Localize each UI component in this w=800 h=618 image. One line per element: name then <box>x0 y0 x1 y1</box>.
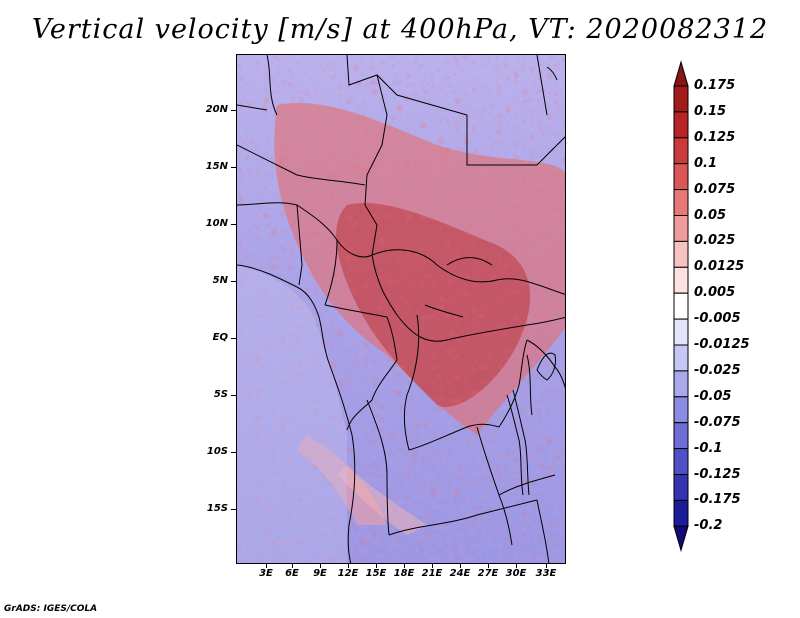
velocity-field <box>237 55 565 563</box>
colorbar-label: 0.025 <box>694 233 736 249</box>
map-panel <box>236 54 566 564</box>
colorbar-label: -0.075 <box>694 414 741 430</box>
colorbar-label: -0.125 <box>694 466 741 482</box>
colorbar-swatch <box>673 474 689 501</box>
colorbar <box>673 60 689 553</box>
lat-tick <box>231 281 236 282</box>
lat-label-5n: 5N <box>212 275 228 286</box>
colorbar-label: -0.1 <box>694 440 723 456</box>
lon-tick <box>404 563 405 568</box>
colorbar-label: 0.125 <box>694 129 736 145</box>
colorbar-swatch <box>673 499 689 527</box>
lon-tick <box>460 563 461 568</box>
lon-tick <box>432 563 433 568</box>
lon-label-12e: 12E <box>337 568 359 579</box>
colorbar-swatch <box>673 396 689 424</box>
lat-label-20n: 20N <box>205 104 228 115</box>
lat-tick <box>231 167 236 168</box>
colorbar-swatch <box>673 292 689 320</box>
lat-tick <box>231 338 236 339</box>
lat-tick <box>231 110 236 111</box>
colorbar-swatch <box>673 448 689 476</box>
colorbar-bottom-arrow <box>673 525 689 553</box>
lon-label-15e: 15E <box>365 568 387 579</box>
lon-tick <box>546 563 547 568</box>
lat-tick <box>231 395 236 396</box>
lon-label-33e: 33E <box>535 568 557 579</box>
colorbar-label: -0.025 <box>694 362 741 378</box>
lon-tick <box>292 563 293 568</box>
colorbar-swatch <box>673 240 689 268</box>
lon-label-3e: 3E <box>259 568 273 579</box>
colorbar-swatch <box>673 85 689 113</box>
colorbar-swatch <box>673 163 689 191</box>
lon-label-6e: 6E <box>285 568 299 579</box>
colorbar-label: 0.175 <box>694 78 736 93</box>
colorbar-label: 0.0125 <box>694 259 745 275</box>
colorbar-label: -0.175 <box>694 492 741 508</box>
lon-tick <box>266 563 267 568</box>
lat-tick <box>231 224 236 225</box>
lat-label-eq: EQ <box>212 332 228 343</box>
lat-tick <box>231 509 236 510</box>
lon-label-9e: 9E <box>313 568 327 579</box>
lon-label-30e: 30E <box>505 568 527 579</box>
colorbar-label: 0.005 <box>694 285 736 301</box>
colorbar-swatch <box>673 266 689 294</box>
colorbar-label: -0.2 <box>694 518 723 534</box>
colorbar-swatch <box>673 370 689 398</box>
lon-tick <box>376 563 377 568</box>
colorbar-label: 0.1 <box>694 155 718 171</box>
lat-label-10s: 10S <box>206 446 228 457</box>
colorbar-swatch <box>673 422 689 450</box>
lat-label-15s: 15S <box>206 503 228 514</box>
lon-tick <box>348 563 349 568</box>
credit-text: GrADS: IGES/COLA <box>4 604 98 614</box>
colorbar-label: 0.075 <box>694 181 736 197</box>
colorbar-swatch <box>673 215 689 242</box>
lat-label-5s: 5S <box>213 389 228 400</box>
lon-tick <box>320 563 321 568</box>
colorbar-label: 0.15 <box>694 103 727 119</box>
map-title: Vertical velocity [m/s] at 400hPa, VT: 2… <box>31 14 769 45</box>
lon-label-21e: 21E <box>421 568 443 579</box>
colorbar-label: -0.005 <box>694 311 741 327</box>
colorbar-label: -0.0125 <box>694 337 750 352</box>
colorbar-swatch <box>673 111 689 139</box>
colorbar-swatch <box>673 137 689 165</box>
lon-tick <box>516 563 517 568</box>
colorbar-label: 0.05 <box>694 207 727 223</box>
colorbar-swatch <box>673 189 689 217</box>
lat-label-15n: 15N <box>205 161 228 172</box>
lon-label-18e: 18E <box>393 568 415 579</box>
lon-label-27e: 27E <box>477 568 499 579</box>
lat-label-10n: 10N <box>205 218 228 229</box>
colorbar-top-arrow <box>673 60 689 87</box>
colorbar-swatch <box>673 344 689 372</box>
colorbar-swatch <box>673 318 689 346</box>
lon-label-24e: 24E <box>449 568 471 579</box>
colorbar-label: -0.05 <box>694 388 732 404</box>
lon-tick <box>488 563 489 568</box>
lat-tick <box>231 452 236 453</box>
